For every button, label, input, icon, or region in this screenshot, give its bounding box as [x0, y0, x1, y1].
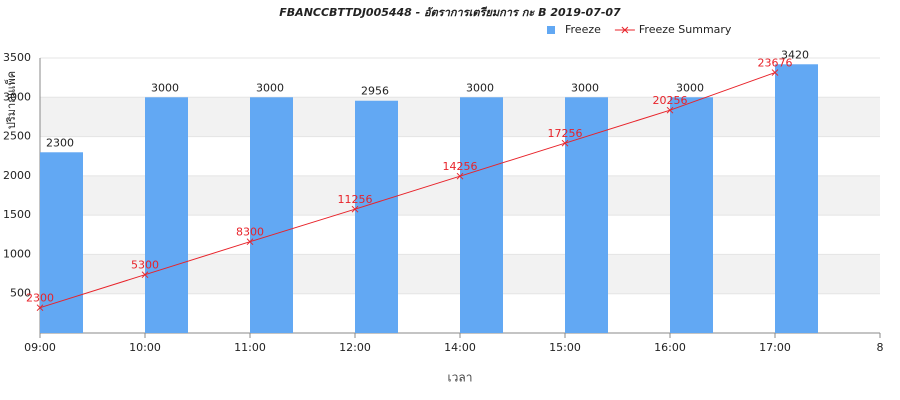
- line-marker: [561, 139, 569, 147]
- y-axis-label: ปริมาณแพ็ค: [4, 71, 18, 129]
- line-marker: [771, 69, 779, 76]
- bar-value-label: 3000: [466, 81, 494, 94]
- y-tick-label: 2000: [3, 169, 31, 182]
- bar-value-label: 2300: [46, 136, 74, 149]
- line-marker: [36, 304, 44, 312]
- x-tick-label: 09:00: [24, 341, 56, 354]
- bar-value-label: 3000: [256, 81, 284, 94]
- line-value-label: 17256: [548, 127, 583, 140]
- legend-label: Freeze: [565, 23, 601, 36]
- line-value-label: 8300: [236, 226, 264, 239]
- y-tick-label: 3000: [3, 90, 31, 103]
- y-tick-label: 1000: [3, 247, 31, 260]
- bar: [775, 64, 818, 334]
- legend-swatch: [547, 26, 555, 34]
- bar-value-label: 3000: [571, 81, 599, 94]
- x-tick-label: 11:00: [234, 341, 266, 354]
- x-tick-label: 12:00: [339, 341, 371, 354]
- line-value-label: 20256: [653, 94, 688, 107]
- x-tick-label: 17:00: [759, 341, 791, 354]
- bar-value-label: 3000: [676, 81, 704, 94]
- y-tick-label: 500: [10, 287, 31, 300]
- x-tick-label: 10:00: [129, 341, 161, 354]
- chart-title: FBANCCBTTDJ005448 - อัตราการเตรียมการ กะ…: [279, 6, 621, 19]
- bar-value-label: 3000: [151, 81, 179, 94]
- line-value-label: 5300: [131, 259, 159, 272]
- line-marker: [141, 271, 149, 279]
- x-tick-label: 15:00: [549, 341, 581, 354]
- line-value-label: 11256: [338, 193, 373, 206]
- x-tick-label: 16:00: [654, 341, 686, 354]
- line-value-label: 2300: [26, 292, 54, 305]
- legend-label: Freeze Summary: [639, 23, 732, 36]
- line-marker: [351, 205, 359, 213]
- bar: [250, 97, 293, 334]
- y-tick-label: 1500: [3, 208, 31, 221]
- x-tick-label: 8: [877, 341, 884, 354]
- y-tick-label: 3500: [3, 51, 31, 64]
- bar-value-label: 2956: [361, 85, 389, 98]
- line-marker: [246, 238, 254, 246]
- y-tick-label: 2500: [3, 130, 31, 143]
- line: [39, 72, 776, 309]
- line-marker: [666, 106, 674, 114]
- bar-value-label: 3420: [781, 48, 809, 61]
- bar: [355, 100, 398, 333]
- bar: [460, 97, 503, 334]
- line-value-label: 14256: [443, 160, 478, 173]
- x-tick-label: 14:00: [444, 341, 476, 354]
- legend-swatch: [614, 26, 635, 34]
- bar: [670, 97, 713, 334]
- line-marker: [456, 172, 464, 180]
- bar: [145, 97, 188, 334]
- line-value-label: 23676: [758, 57, 793, 70]
- x-axis-label: เวลา: [448, 371, 473, 385]
- bar: [40, 152, 83, 333]
